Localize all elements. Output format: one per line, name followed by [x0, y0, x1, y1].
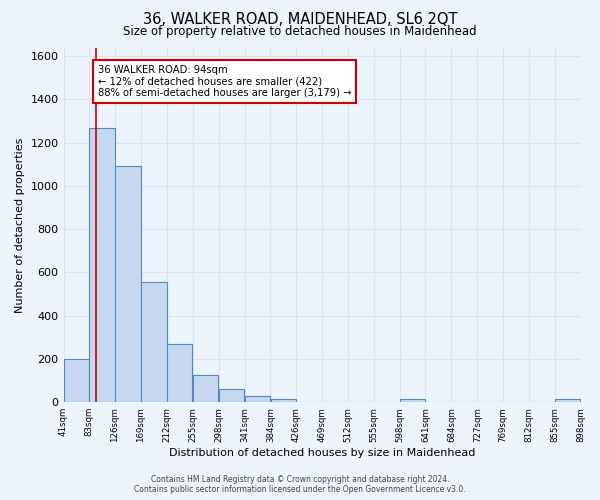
Bar — [141, 282, 167, 402]
Bar — [271, 399, 296, 402]
Bar — [89, 128, 115, 402]
Text: Size of property relative to detached houses in Maidenhead: Size of property relative to detached ho… — [123, 25, 477, 38]
Text: 36 WALKER ROAD: 94sqm
← 12% of detached houses are smaller (422)
88% of semi-det: 36 WALKER ROAD: 94sqm ← 12% of detached … — [98, 65, 352, 98]
Bar — [193, 375, 218, 402]
Bar — [555, 399, 580, 402]
Text: 36, WALKER ROAD, MAIDENHEAD, SL6 2QT: 36, WALKER ROAD, MAIDENHEAD, SL6 2QT — [143, 12, 457, 28]
Bar — [115, 166, 140, 402]
Bar — [167, 344, 193, 402]
Bar — [400, 399, 425, 402]
Y-axis label: Number of detached properties: Number of detached properties — [15, 137, 25, 312]
X-axis label: Distribution of detached houses by size in Maidenhead: Distribution of detached houses by size … — [169, 448, 475, 458]
Bar — [245, 396, 270, 402]
Bar — [64, 359, 89, 402]
Text: Contains HM Land Registry data © Crown copyright and database right 2024.
Contai: Contains HM Land Registry data © Crown c… — [134, 474, 466, 494]
Bar — [219, 389, 244, 402]
